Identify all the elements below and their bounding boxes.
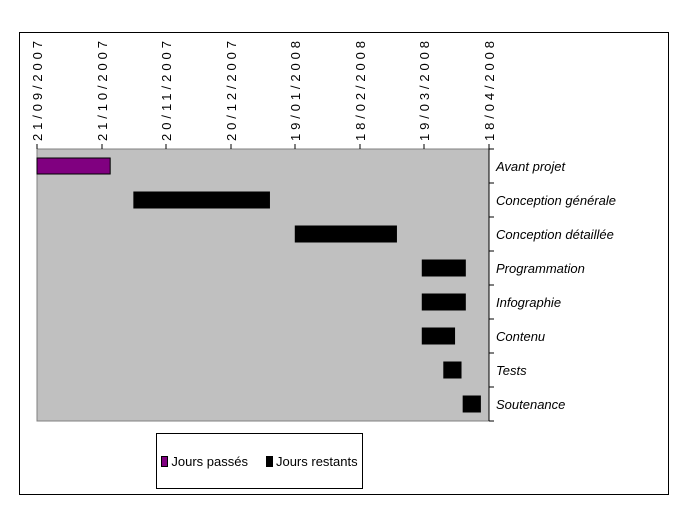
- x-tick-label: 21/10/2007: [95, 41, 110, 141]
- gantt-bar: [421, 259, 466, 277]
- gantt-bar: [294, 225, 397, 243]
- category-label: Avant projet: [495, 159, 567, 174]
- gantt-bar: [421, 327, 456, 345]
- gantt-bar: [462, 395, 481, 413]
- x-tick-label: 20/11/2007: [159, 41, 174, 141]
- category-label: Contenu: [496, 329, 545, 344]
- x-tick-label: 18/04/2008: [482, 41, 497, 141]
- category-label: Conception détaillée: [496, 227, 614, 242]
- x-tick-label: 18/02/2008: [353, 41, 368, 141]
- x-tick-label: 20/12/2007: [224, 41, 239, 141]
- legend-item-jours-passes: Jours passés: [161, 454, 248, 469]
- bars: [36, 157, 481, 413]
- category-label: Soutenance: [496, 397, 565, 412]
- gantt-bar: [443, 361, 462, 379]
- x-tick-label: 21/09/2007: [30, 41, 45, 141]
- plot-area: [36, 148, 490, 422]
- legend-swatch-jours-restants: [265, 455, 273, 467]
- legend-label-jours-passes: Jours passés: [171, 453, 248, 469]
- category-label: Infographie: [496, 295, 561, 310]
- legend-item-jours-restants: Jours restants: [265, 453, 358, 469]
- legend: Jours passés Jours restants: [156, 433, 363, 489]
- category-label: Conception générale: [496, 193, 616, 208]
- gantt-bar: [421, 293, 466, 311]
- y-axis: Avant projet Conception générale Conceptio…: [488, 148, 616, 422]
- category-label: Programmation: [496, 261, 585, 276]
- legend-swatch-jours-passes: [161, 455, 169, 467]
- legend-label-jours-restants: Jours restants: [275, 453, 358, 469]
- x-tick-label: 19/01/2008: [288, 41, 303, 141]
- gantt-bar: [36, 157, 111, 175]
- x-tick-label: 19/03/2008: [417, 41, 432, 141]
- category-label: Tests: [496, 363, 527, 378]
- x-axis: 21/09/2007 21/10/2007 20/11/2007 20/12/2007…: [30, 41, 497, 149]
- gantt-bar: [133, 191, 270, 209]
